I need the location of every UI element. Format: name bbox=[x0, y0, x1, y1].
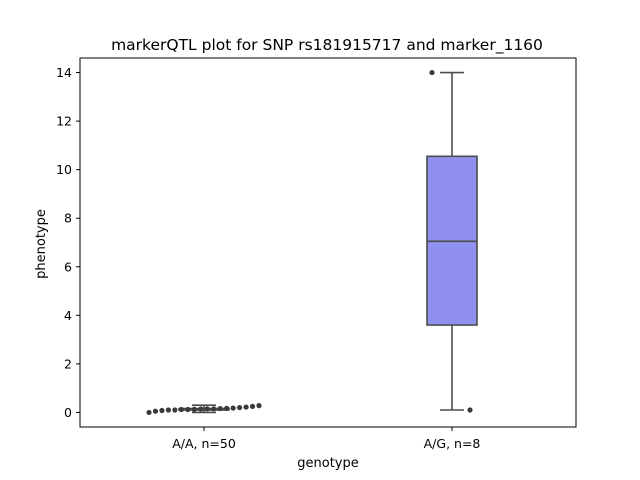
x-tick-label: A/G, n=8 bbox=[424, 436, 481, 451]
data-point bbox=[165, 407, 172, 413]
data-point bbox=[211, 406, 217, 412]
data-point bbox=[224, 405, 230, 411]
data-point bbox=[172, 407, 178, 413]
data-point bbox=[204, 406, 210, 412]
data-point bbox=[230, 405, 236, 411]
data-point bbox=[146, 409, 152, 416]
y-tick-label: 14 bbox=[56, 65, 72, 80]
y-tick-label: 8 bbox=[64, 211, 72, 226]
y-tick-label: 2 bbox=[64, 356, 72, 371]
y-tick-label: 4 bbox=[64, 308, 72, 323]
data-point bbox=[243, 404, 249, 410]
chart-title: markerQTL plot for SNP rs181915717 and m… bbox=[111, 36, 543, 55]
data-point bbox=[178, 406, 184, 413]
data-point bbox=[256, 403, 262, 409]
data-point bbox=[236, 404, 243, 411]
y-tick-label: 12 bbox=[56, 114, 72, 129]
data-point bbox=[217, 405, 223, 412]
y-axis-label: phenotype bbox=[34, 209, 49, 279]
data-point bbox=[191, 406, 197, 412]
plot-frame bbox=[79, 57, 577, 428]
x-tick-label: A/A, n=50 bbox=[172, 436, 236, 451]
y-tick-label: 0 bbox=[64, 405, 72, 420]
plot-area: 0 2 4 6 8 10 12 14 A/A, n=50 A/G, n=8 bbox=[56, 57, 577, 451]
data-point bbox=[249, 403, 256, 409]
data-point bbox=[467, 407, 473, 413]
data-point bbox=[152, 408, 159, 414]
data-point bbox=[185, 406, 191, 413]
x-axis-label: genotype bbox=[297, 456, 358, 471]
data-point bbox=[429, 69, 435, 76]
y-tick-label: 6 bbox=[64, 259, 72, 274]
y-tick-label: 10 bbox=[56, 162, 72, 177]
data-point bbox=[159, 407, 165, 414]
data-point bbox=[198, 406, 204, 412]
